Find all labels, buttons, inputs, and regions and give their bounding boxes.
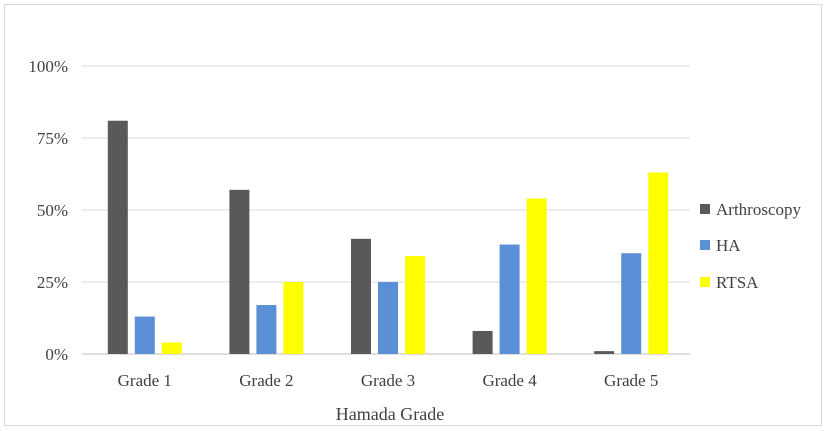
y-tick-label: 100%: [28, 57, 68, 76]
x-axis-ticks: Grade 1 Grade 2 Grade 3 Grade 4 Grade 5: [118, 371, 659, 390]
y-axis-ticks: 0% 25% 50% 75% 100%: [28, 57, 68, 364]
x-tick-label: Grade 3: [361, 371, 415, 390]
x-tick-label: Grade 2: [239, 371, 293, 390]
bar-rtsa-grade-2: [283, 282, 304, 354]
x-tick-label: Grade 5: [604, 371, 658, 390]
legend-swatch-arthroscopy: [700, 204, 710, 214]
x-axis-title: Hamada Grade: [336, 404, 444, 424]
bar-rtsa-grade-4: [526, 198, 547, 354]
bar-ha-grade-5: [621, 253, 642, 354]
legend-swatch-rtsa: [700, 277, 710, 287]
bar-arthroscopy-grade-5: [594, 351, 615, 354]
bars: [107, 120, 669, 354]
bar-arthroscopy-grade-4: [472, 330, 493, 354]
legend-label-ha: HA: [716, 236, 741, 255]
bar-arthroscopy-grade-1: [107, 120, 128, 354]
bar-rtsa-grade-5: [648, 172, 669, 354]
legend-label-rtsa: RTSA: [716, 273, 759, 292]
legend-swatch-ha: [700, 240, 710, 250]
bar-ha-grade-4: [499, 244, 520, 354]
y-tick-label: 0%: [45, 345, 68, 364]
x-tick-label: Grade 4: [482, 371, 537, 390]
bar-arthroscopy-grade-2: [229, 189, 250, 354]
legend: Arthroscopy HA RTSA: [700, 200, 801, 292]
bar-rtsa-grade-1: [161, 342, 182, 354]
bar-arthroscopy-grade-3: [351, 238, 371, 354]
bar-ha-grade-3: [378, 282, 398, 354]
y-tick-label: 25%: [37, 273, 68, 292]
x-tick-label: Grade 1: [118, 371, 172, 390]
bar-rtsa-grade-3: [405, 256, 425, 354]
bar-ha-grade-2: [256, 305, 277, 354]
y-tick-label: 75%: [37, 129, 68, 148]
y-tick-label: 50%: [37, 201, 68, 220]
legend-label-arthroscopy: Arthroscopy: [716, 200, 801, 219]
bar-ha-grade-1: [134, 316, 155, 354]
chart-frame: [4, 4, 822, 426]
